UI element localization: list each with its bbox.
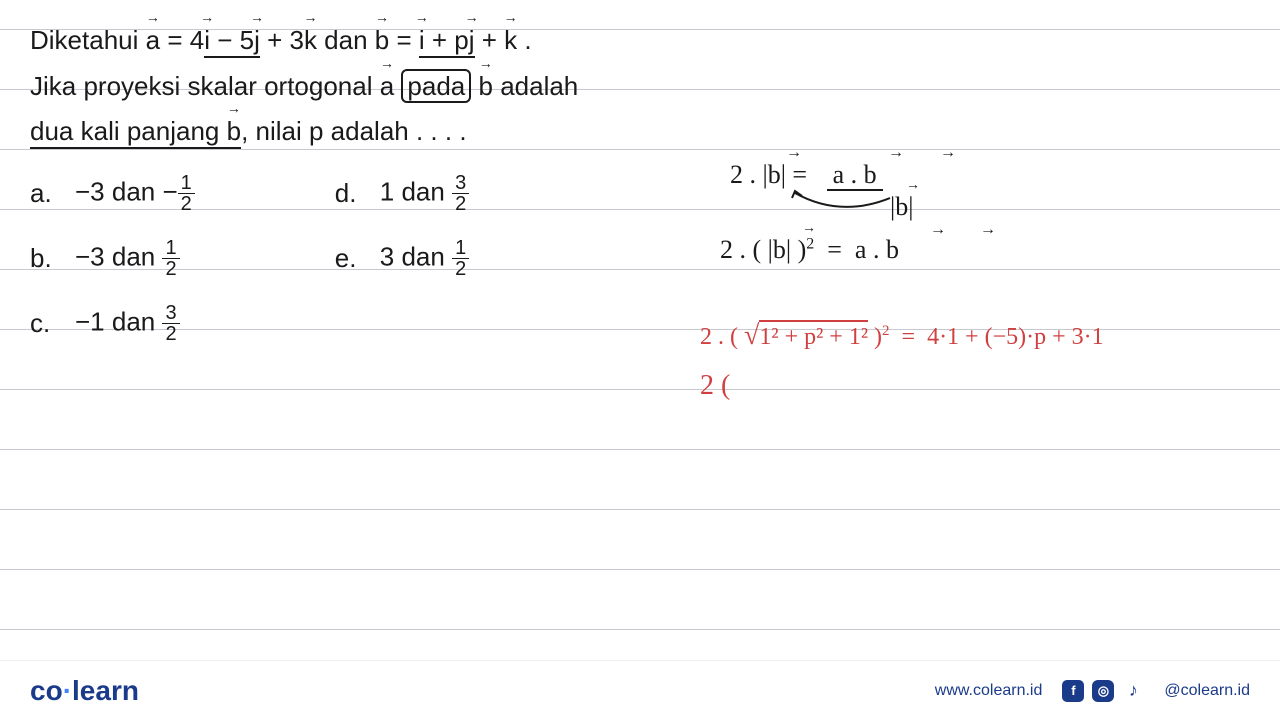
- options-container: a. −3 dan −12 b. −3 dan 12 c. −1 dan 32 …: [30, 173, 1250, 344]
- handwriting-line-1: → → → 2 . |b| = a . b → |b|: [730, 160, 883, 190]
- vector-k2: k: [504, 20, 517, 62]
- vector-b2: b: [479, 66, 493, 108]
- option-text: −1 dan 32: [75, 303, 180, 344]
- sqrt-content: 1² + p² + 1²: [759, 320, 868, 350]
- vector-j2: j: [469, 20, 475, 62]
- question-line-1: Diketahui a = 4i − 5j + 3k dan b = i + p…: [30, 20, 1250, 62]
- footer-url: www.colearn.id: [935, 682, 1043, 700]
- social-icons: f ◎ ♪: [1062, 680, 1144, 702]
- options-col-2: d. 1 dan 32 e. 3 dan 12: [335, 173, 469, 344]
- footer: co·learn www.colearn.id f ◎ ♪ @colearn.i…: [0, 660, 1280, 720]
- vector-i: i: [204, 20, 210, 62]
- fraction: 32: [162, 303, 179, 344]
- fraction-numerator: a . b: [827, 160, 883, 191]
- vector-b3: b: [227, 111, 241, 153]
- arrow-over-b3: →: [802, 221, 816, 237]
- tiktok-icon: ♪: [1122, 680, 1144, 702]
- underline-4i-5j: i − 5j: [204, 25, 260, 58]
- arrow-over-b: →: [786, 144, 802, 162]
- footer-handle: @colearn.id: [1164, 682, 1250, 700]
- handwriting-line-3: 2 . ( √1² + p² + 1² )2 = 4·1 + (−5)·p + …: [700, 320, 1104, 352]
- arrow-over-b2: →: [940, 144, 956, 162]
- arrow-over-b4: →: [980, 221, 996, 239]
- option-a: a. −3 dan −12: [30, 173, 195, 214]
- vector-a2: a: [380, 66, 394, 108]
- handwriting-line-4: 2 (: [700, 370, 730, 402]
- logo-learn: learn: [72, 675, 139, 706]
- fraction: 12: [162, 238, 179, 279]
- option-b: b. −3 dan 12: [30, 238, 195, 279]
- option-letter: b.: [30, 243, 55, 274]
- arrow-over-a2: →: [930, 221, 946, 239]
- question-line-3: dua kali panjang b, nilai p adalah . . .…: [30, 111, 1250, 153]
- option-letter: c.: [30, 308, 55, 339]
- fraction: 12: [178, 173, 195, 214]
- content-area: Diketahui a = 4i − 5j + 3k dan b = i + p…: [0, 0, 1280, 364]
- fraction: 32: [452, 173, 469, 214]
- option-text: 3 dan 12: [380, 238, 469, 279]
- facebook-icon: f: [1062, 680, 1084, 702]
- option-d: d. 1 dan 32: [335, 173, 469, 214]
- logo-dot: ·: [63, 675, 72, 706]
- question-line-2: Jika proyeksi skalar ortogonal a pada b …: [30, 66, 1250, 108]
- box-pada: pada: [401, 69, 471, 103]
- underline-i-pj: i + pj: [419, 25, 475, 58]
- vector-i2: i: [419, 20, 425, 62]
- arrow-over-b-denom: →: [906, 178, 920, 194]
- logo: co·learn: [30, 675, 139, 707]
- option-text: −3 dan 12: [75, 238, 180, 279]
- curve-arrow-icon: [790, 188, 900, 218]
- instagram-icon: ◎: [1092, 680, 1114, 702]
- option-text: −3 dan −12: [75, 173, 195, 214]
- vector-a: a: [146, 20, 160, 62]
- vector-k: k: [304, 20, 317, 62]
- handwriting-line-2: → → → 2 . ( |b| )2 = a . b: [720, 235, 899, 265]
- options-col-1: a. −3 dan −12 b. −3 dan 12 c. −1 dan 32: [30, 173, 195, 344]
- option-letter: a.: [30, 178, 55, 209]
- option-text: 1 dan 32: [380, 173, 469, 214]
- option-c: c. −1 dan 32: [30, 303, 195, 344]
- option-e: e. 3 dan 12: [335, 238, 469, 279]
- text-diketahui: Diketahui: [30, 25, 146, 55]
- arrow-over-a: →: [888, 144, 904, 162]
- option-letter: e.: [335, 243, 360, 274]
- underline-dua-kali: dua kali panjang b: [30, 116, 241, 149]
- fraction: 12: [452, 238, 469, 279]
- logo-co: co: [30, 675, 63, 706]
- vector-j: j: [254, 20, 260, 62]
- option-letter: d.: [335, 178, 360, 209]
- footer-right: www.colearn.id f ◎ ♪ @colearn.id: [935, 680, 1250, 702]
- eq-a-text: = 4: [160, 25, 204, 55]
